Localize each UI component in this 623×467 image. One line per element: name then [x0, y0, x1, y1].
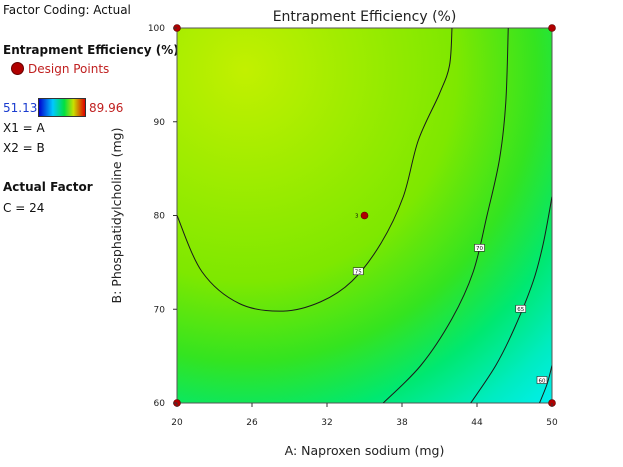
color-gradient-bar — [38, 98, 86, 117]
contour-label-60: 60 — [539, 378, 546, 384]
x-tick-label: 44 — [471, 418, 483, 428]
design-point-5 — [360, 211, 369, 220]
x-axis-title: A: Naproxen sodium (mg) — [285, 443, 445, 458]
y-tick-label: 70 — [154, 305, 166, 315]
axis-ticks: 20 26 32 38 44 50 60 70 80 90 100 — [148, 24, 558, 428]
contour-label-65: 65 — [517, 307, 524, 313]
y-tick-label: 100 — [148, 24, 165, 34]
chart-title: Entrapment Efficiency (%) — [273, 9, 457, 25]
x-tick-label: 26 — [246, 418, 258, 428]
y-tick-label: 60 — [154, 399, 166, 409]
response-title: Entrapment Efficiency (%) — [3, 43, 179, 57]
y-axis-title: B: Phosphatidylcholine (mg) — [109, 128, 124, 304]
design-points-label: Design Points — [28, 62, 110, 76]
actual-factor-value: C = 24 — [3, 201, 45, 215]
actual-factor-title: Actual Factor — [3, 180, 93, 194]
design-point-count-label: 3 — [355, 214, 359, 220]
contour-label-box — [515, 304, 527, 313]
x-tick-label: 20 — [171, 418, 183, 428]
design-points: 3 — [173, 24, 556, 407]
design-point-2 — [548, 24, 556, 32]
y-tick-label: 90 — [154, 118, 166, 128]
contour-label-75: 75 — [355, 270, 362, 276]
x2-mapping-label: X2 = B — [3, 141, 45, 155]
contour-line-70 — [382, 28, 509, 403]
range-min-label: 51.13 — [3, 101, 38, 115]
x-tick-label: 38 — [396, 418, 408, 428]
design-point-marker-icon — [11, 62, 24, 75]
x-tick-label: 32 — [321, 418, 332, 428]
contour-labels: 75 70 65 60 — [352, 244, 548, 384]
x1-mapping-label: X1 = A — [3, 121, 45, 135]
x-tick-label: 50 — [546, 418, 558, 428]
contour-line-75 — [177, 28, 453, 312]
contour-line-60 — [539, 365, 552, 403]
range-max-label: 89.96 — [89, 101, 124, 115]
contour-label-box — [474, 244, 485, 252]
contour-label-box — [536, 376, 548, 384]
y-tick-label: 80 — [154, 212, 166, 222]
factor-coding-label: Factor Coding: Actual — [3, 3, 131, 17]
contour-label-70: 70 — [476, 246, 483, 252]
contour-lines — [177, 28, 552, 403]
contour-line-65 — [470, 196, 552, 403]
contour-label-box — [352, 267, 364, 276]
